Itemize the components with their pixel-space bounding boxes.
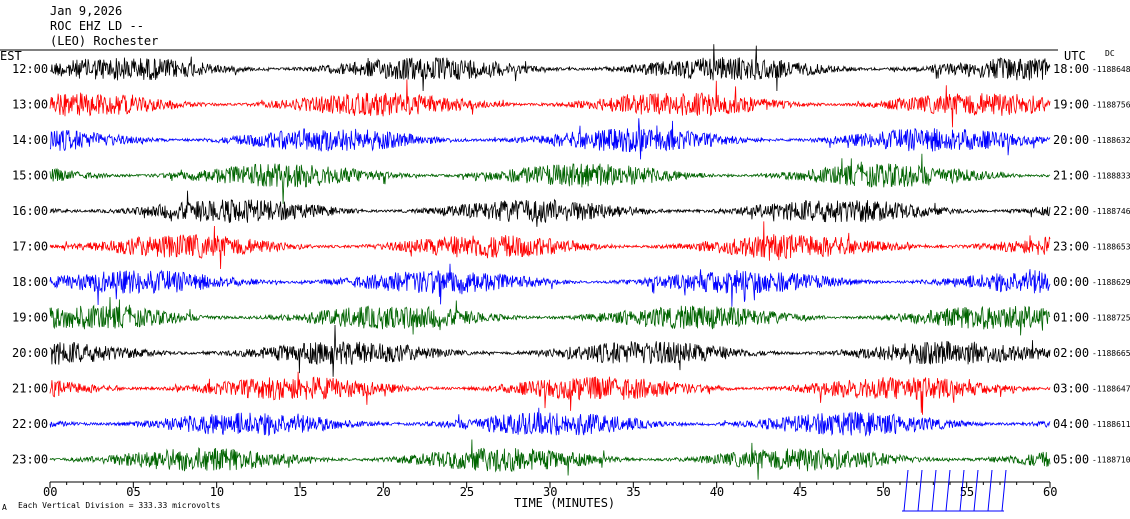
trace-row	[49, 371, 1051, 415]
x-tick-label: 40	[710, 485, 724, 499]
dc-offset-value: -1188756	[1092, 101, 1130, 110]
trace-row	[49, 297, 1051, 336]
x-tick-label: 20	[376, 485, 390, 499]
right-time-label: 18:00	[1053, 62, 1089, 76]
trace-row	[49, 153, 1051, 204]
x-tick-label: 10	[210, 485, 224, 499]
left-time-label: 16:00	[12, 204, 48, 218]
right-time-label: 00:00	[1053, 275, 1089, 289]
x-tick-label: 15	[293, 485, 307, 499]
left-time-label: 14:00	[12, 133, 48, 147]
network-label: (LEO) Rochester	[50, 34, 159, 48]
right-time-label: 21:00	[1053, 169, 1089, 183]
dc-offset-value: -1188746	[1092, 207, 1130, 216]
trace-row	[49, 439, 1051, 480]
right-time-label: 22:00	[1053, 204, 1089, 218]
dc-offset-value: -1188648	[1092, 65, 1130, 74]
right-time-label: 05:00	[1053, 453, 1089, 467]
left-time-label: 15:00	[12, 169, 48, 183]
x-axis-title: TIME (MINUTES)	[514, 496, 615, 510]
right-time-label: 23:00	[1053, 240, 1089, 254]
x-tick-label: 30	[543, 485, 557, 499]
date-label: Jan 9,2026	[50, 4, 123, 18]
x-tick-label: 05	[126, 485, 140, 499]
dc-offset-value: -1188629	[1092, 278, 1130, 287]
x-tick-label: 25	[460, 485, 474, 499]
dc-offset-value: -1188647	[1092, 385, 1130, 394]
right-time-label: 20:00	[1053, 133, 1089, 147]
left-timezone-label: EST	[0, 49, 22, 63]
scale-note: Each Vertical Division = 333.33 microvol…	[18, 501, 220, 510]
right-time-label: 04:00	[1053, 417, 1089, 431]
left-time-label: 19:00	[12, 311, 48, 325]
left-time-label: 21:00	[12, 382, 48, 396]
right-time-label: 02:00	[1053, 346, 1089, 360]
left-time-label: 13:00	[12, 98, 48, 112]
dc-offset-value: -1188725	[1092, 314, 1130, 323]
x-tick-label: 00	[43, 485, 57, 499]
trace-row	[49, 190, 1051, 227]
dc-label: DC	[1105, 49, 1115, 58]
right-time-label: 03:00	[1053, 382, 1089, 396]
dc-offset-value: -1188665	[1092, 349, 1130, 358]
trace-row	[49, 263, 1051, 307]
x-tick-label: 60	[1043, 485, 1057, 499]
left-time-label: 17:00	[12, 240, 48, 254]
left-time-label: 20:00	[12, 346, 48, 360]
corner-mark: A	[2, 503, 7, 512]
dc-offset-value: -1188833	[1092, 172, 1130, 181]
left-time-label: 22:00	[12, 417, 48, 431]
station-label: ROC EHZ LD --	[50, 19, 144, 33]
left-time-label: 12:00	[12, 62, 48, 76]
trace-row	[49, 79, 1051, 128]
trace-row	[49, 221, 1051, 270]
trace-row	[49, 118, 1051, 160]
left-time-label: 18:00	[12, 275, 48, 289]
x-tick-label: 45	[793, 485, 807, 499]
marker-path	[902, 469, 1007, 512]
x-axis-ticks: 00 05 10 15 20 25 30 35 40 45 50 55 60	[43, 482, 1057, 499]
event-marker	[902, 469, 1007, 512]
right-time-label: 19:00	[1053, 98, 1089, 112]
dc-offset-value: -1188611	[1092, 420, 1130, 429]
right-timezone-label: UTC	[1064, 49, 1086, 63]
trace-row	[49, 324, 1051, 377]
x-tick-label: 55	[960, 485, 974, 499]
dc-offset-value: -1188653	[1092, 243, 1130, 252]
trace-group	[49, 44, 1051, 480]
dc-offset-value: -1188632	[1092, 136, 1130, 145]
x-tick-label: 50	[876, 485, 890, 499]
left-time-label: 23:00	[12, 453, 48, 467]
x-tick-label: 35	[626, 485, 640, 499]
trace-row	[49, 407, 1051, 437]
right-time-label: 01:00	[1053, 311, 1089, 325]
dc-offset-value: -1188710	[1092, 456, 1130, 465]
trace-row	[49, 44, 1051, 92]
